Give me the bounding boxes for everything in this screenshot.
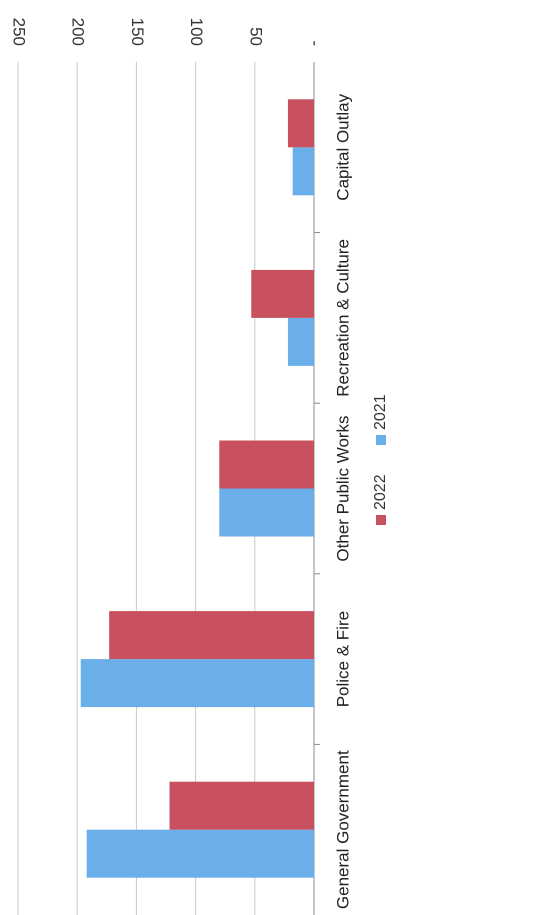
bar-2021: [287, 317, 314, 366]
tick-label: 100: [187, 18, 206, 46]
bar-2021: [86, 829, 314, 878]
tick-label: -: [306, 40, 325, 46]
bar-2022: [109, 611, 314, 660]
bar-2022: [169, 781, 314, 830]
bar-2022: [287, 99, 314, 148]
bar-2021: [292, 147, 314, 196]
legend-label-2021: 2021: [372, 394, 389, 430]
legend-label-2022: 2022: [372, 474, 389, 510]
tick-label: 250: [10, 18, 29, 46]
bar-2021: [80, 659, 314, 708]
tick-label: 150: [128, 18, 147, 46]
legend-swatch-2022: [376, 515, 386, 525]
category-label: Capital Outlay: [333, 93, 352, 200]
legend-swatch-2021: [376, 435, 386, 445]
category-label: General Government: [333, 750, 352, 909]
category-label: Other Public Works: [333, 415, 352, 561]
category-label: Recreation & Culture: [333, 239, 352, 397]
tick-label: 200: [69, 18, 88, 46]
category-label: Police & Fire: [333, 611, 352, 707]
tick-label: 50: [246, 27, 265, 46]
bar-2022: [251, 269, 314, 318]
plot-area: - 50 100 150 200 250 General Government Police …: [10, 18, 389, 915]
bar-2022: [219, 440, 314, 489]
bar-2021: [219, 488, 314, 537]
